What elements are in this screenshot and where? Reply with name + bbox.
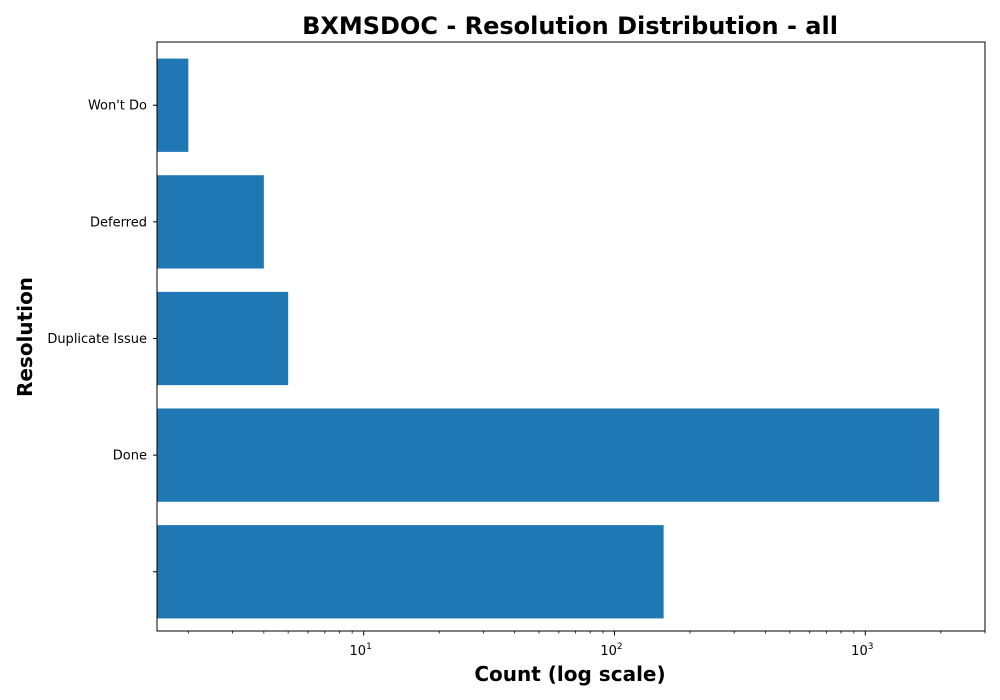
y-tick-label: Duplicate Issue [47,332,147,347]
y-axis-label: Resolution [13,277,37,397]
x-tick-label: 101 [350,642,372,659]
bar [157,58,189,152]
x-axis-ticks: 101 102 103 [187,631,986,659]
bars-group [157,58,940,619]
chart-title: BXMSDOC - Resolution Distribution - all [302,12,838,40]
bar [157,291,289,386]
bar [157,525,664,619]
bar [157,408,940,502]
y-axis-ticks: Done Duplicate Issue Deferred Won't Do [47,99,157,573]
y-tick-label: Deferred [90,215,147,230]
bar [157,175,264,269]
x-tick-label: 102 [600,642,622,659]
x-axis-label: Count (log scale) [474,662,665,686]
plot-frame [156,41,986,632]
y-tick-label: Done [113,449,147,464]
x-tick-label: 103 [851,642,873,659]
y-tick-label: Won't Do [88,99,147,114]
